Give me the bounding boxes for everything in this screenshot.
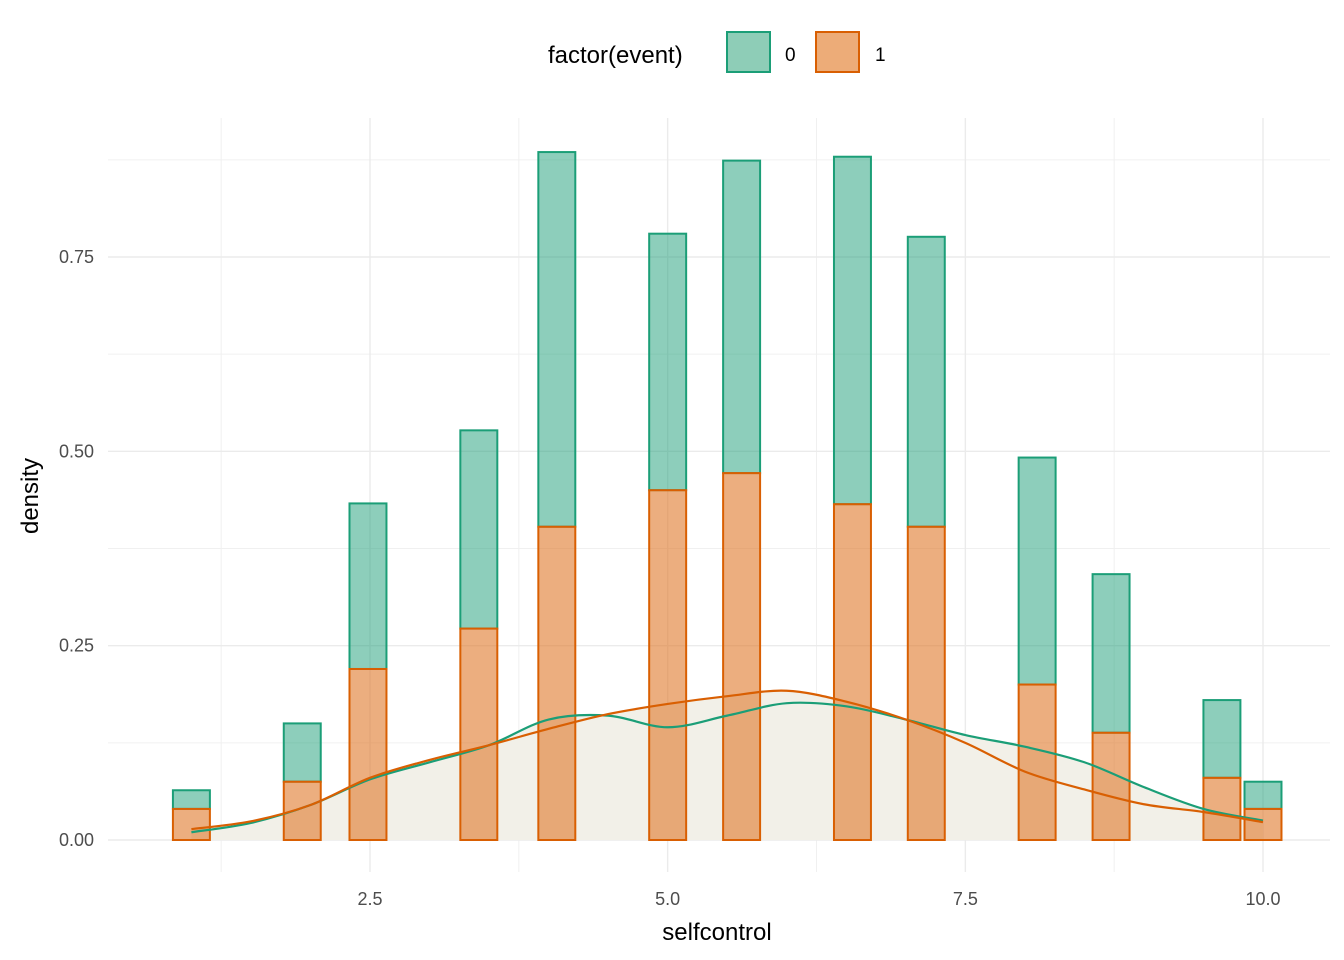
bar-event1-11: [1202, 776, 1242, 842]
bar-event1-10: [1091, 731, 1131, 842]
x-tick-label-1: 5.0: [655, 889, 680, 909]
bar-event0-9: [1017, 456, 1057, 686]
legend-label-1: 1: [875, 45, 886, 66]
density-lines: [191, 689, 1264, 834]
y-tick-label-0: 0.00: [59, 830, 94, 850]
y-tick-label-1: 0.25: [59, 636, 94, 656]
bar-event1-4: [537, 525, 577, 841]
x-axis-tick-labels: 2.5 5.0 7.5 10.0: [357, 889, 1280, 909]
legend-swatch-1: [815, 31, 860, 73]
bar-event1-5: [648, 489, 688, 841]
x-tick-label-3: 10.0: [1245, 889, 1280, 909]
bar-event0-3: [459, 429, 499, 630]
x-tick-label-0: 2.5: [357, 889, 382, 909]
bar-event0-10: [1091, 573, 1131, 734]
bar-event1-9: [1017, 683, 1057, 841]
bar-event0-0: [171, 789, 211, 810]
y-axis-title: density: [17, 458, 44, 534]
bar-event0-8: [906, 235, 946, 528]
legend: factor(event) 0 1: [548, 31, 886, 73]
y-tick-label-3: 0.75: [59, 247, 94, 267]
y-axis-tick-labels: 0.00 0.25 0.50 0.75: [59, 247, 94, 850]
density-line-event1: [191, 689, 1264, 831]
y-tick-label-2: 0.50: [59, 441, 94, 461]
x-axis-title: selfcontrol: [662, 919, 771, 946]
density-line-event0: [191, 701, 1264, 834]
bar-event0-5: [648, 232, 688, 492]
bar-event1-3: [459, 627, 499, 841]
bar-event0-12: [1243, 780, 1283, 810]
bar-event0-1: [282, 722, 322, 783]
bar-event0-7: [832, 155, 872, 506]
bar-event1-8: [906, 525, 946, 841]
bar-event1-7: [832, 503, 872, 841]
legend-label-0: 0: [785, 45, 796, 66]
bar-event1-0: [171, 807, 211, 842]
histogram-bars: [171, 151, 1283, 842]
x-tick-label-2: 7.5: [953, 889, 978, 909]
bar-event1-12: [1243, 807, 1283, 842]
bar-event1-6: [722, 472, 762, 841]
legend-swatch-0: [726, 31, 771, 73]
bar-event0-4: [537, 151, 577, 528]
bar-event0-2: [348, 502, 388, 670]
bar-event0-11: [1202, 699, 1242, 779]
legend-title: factor(event): [548, 42, 683, 69]
bar-event1-2: [348, 667, 388, 842]
bar-event0-6: [722, 159, 762, 475]
